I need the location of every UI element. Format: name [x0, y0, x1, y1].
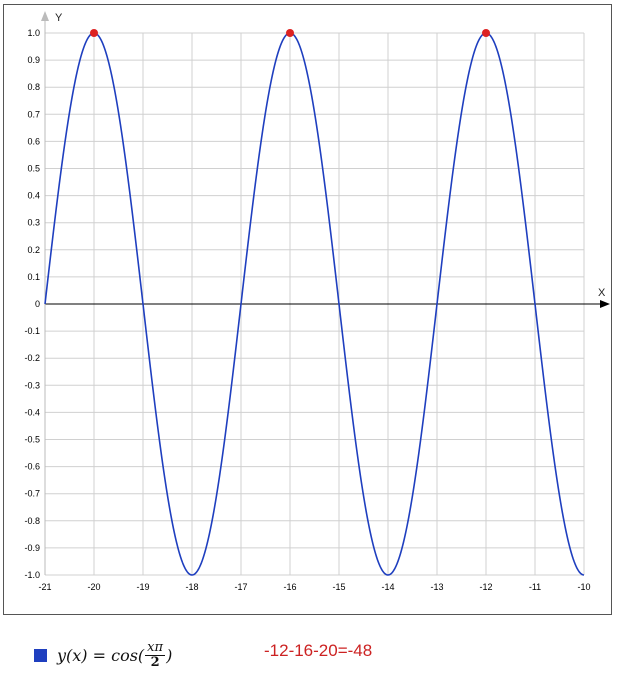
- axes: [41, 11, 610, 575]
- legend-fraction-numerator: xπ: [145, 639, 166, 656]
- legend-fraction: xπ 2: [145, 639, 166, 670]
- y-tick-label: 0: [35, 299, 40, 309]
- y-tick-label: 0.3: [27, 218, 40, 228]
- y-tick-label: 0.8: [27, 82, 40, 92]
- y-tick-label: -0.9: [24, 543, 40, 553]
- legend-swatch: [34, 648, 47, 662]
- y-tick-label: -0.8: [24, 516, 40, 526]
- x-tick-label: -14: [381, 582, 394, 592]
- y-tick-label: -0.2: [24, 353, 40, 363]
- x-tick-label: -15: [332, 582, 345, 592]
- highlight-point: [482, 29, 490, 37]
- x-axis-arrow: [600, 300, 610, 308]
- legend-formula-prefix: y(x) = cos(: [57, 645, 145, 665]
- y-tick-label: -0.3: [24, 380, 40, 390]
- legend-formula: y(x) = cos( xπ 2 ): [57, 639, 173, 670]
- y-tick-label: -0.5: [24, 435, 40, 445]
- y-tick-label: -1.0: [24, 570, 40, 580]
- x-tick-label: -21: [38, 582, 51, 592]
- y-tick-label: 1.0: [27, 28, 40, 38]
- series-line-cos: [44, 32, 585, 576]
- y-axis-label: Y: [55, 12, 63, 24]
- legend: y(x) = cos( xπ 2 ): [34, 640, 172, 670]
- x-tick-label: -16: [283, 582, 296, 592]
- highlight-points: [90, 29, 490, 37]
- legend-formula-suffix: ): [166, 645, 173, 665]
- x-tick-label: -19: [136, 582, 149, 592]
- highlight-point: [286, 29, 294, 37]
- plot-area: -21 -20 -19 -18 -17 -16 -15 -14 -13 -12 -11 -10 1.0 0…: [24, 11, 610, 592]
- legend-fraction-denominator: 2: [150, 654, 160, 670]
- y-tick-label: 0.1: [27, 272, 40, 282]
- result-annotation: -12-16-20=-48: [264, 641, 373, 660]
- y-tick-label: 0.9: [27, 55, 40, 65]
- tick-labels: -21 -20 -19 -18 -17 -16 -15 -14 -13 -12 -11 -10 1.0 0…: [24, 28, 590, 592]
- x-tick-label: -20: [87, 582, 100, 592]
- x-axis-label: X: [598, 287, 606, 299]
- y-tick-label: -0.7: [24, 489, 40, 499]
- y-tick-label: 0.2: [27, 245, 40, 255]
- y-tick-label: -0.4: [24, 407, 40, 417]
- chart-frame: -21 -20 -19 -18 -17 -16 -15 -14 -13 -12 -11 -10 1.0 0…: [3, 4, 612, 615]
- x-tick-label: -17: [234, 582, 247, 592]
- y-tick-label: 0.7: [27, 109, 40, 119]
- x-tick-label: -11: [529, 582, 541, 592]
- y-tick-label: 0.4: [27, 191, 40, 201]
- y-tick-label: -0.6: [24, 462, 40, 472]
- x-tick-label: -12: [479, 582, 492, 592]
- y-tick-label: -0.1: [24, 326, 40, 336]
- x-tick-label: -13: [430, 582, 443, 592]
- y-tick-label: 0.6: [27, 136, 40, 146]
- x-tick-label: -10: [577, 582, 590, 592]
- y-tick-label: 0.5: [27, 164, 40, 174]
- x-tick-label: -18: [185, 582, 198, 592]
- y-axis-arrow: [41, 11, 49, 21]
- highlight-point: [90, 29, 98, 37]
